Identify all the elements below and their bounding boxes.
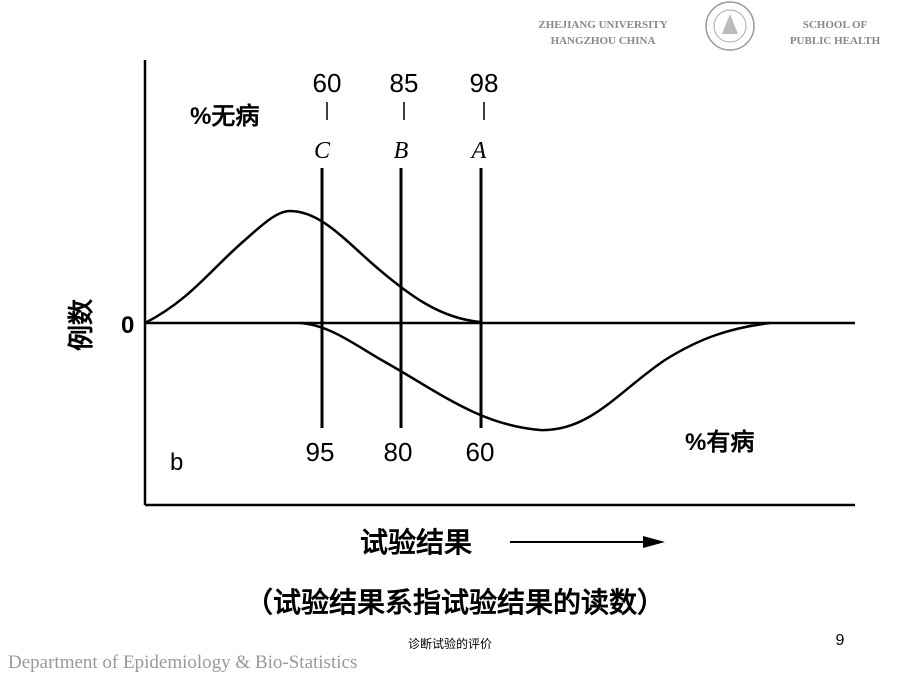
disease-label: %有病 (685, 428, 754, 456)
department: Department of Epidemiology & Bio-Statist… (8, 652, 357, 673)
sensitivity-label: 95 (306, 437, 335, 467)
cutoff-letter: A (470, 138, 487, 164)
school-name: SCHOOL OF (803, 19, 868, 31)
disease-curve (299, 321, 771, 432)
zero-label: 0 (121, 312, 134, 339)
no-disease-label: %无病 (190, 102, 259, 130)
page-title: 诊断试验的评价 (408, 636, 492, 651)
sensitivity-label: 80 (384, 437, 413, 467)
logo (705, 1, 755, 51)
page-number: 9 (836, 632, 845, 649)
cutoff-letter: C (314, 138, 331, 164)
sensitivity-label: 60 (466, 437, 495, 467)
no-disease-curve (144, 209, 481, 325)
x-axis-label: 试验结果 (360, 526, 472, 558)
cutoff-letter: B (394, 138, 409, 164)
arrow-head (643, 536, 665, 548)
specificity-label: 98 (470, 68, 499, 98)
caption: （试验结果系指试验结果的读数） (245, 586, 665, 618)
specificity-label: 85 (390, 68, 419, 98)
university-city: HANGZHOU CHINA (551, 35, 656, 47)
y-axis-label: 例数 (66, 298, 96, 351)
school-name: PUBLIC HEALTH (790, 35, 881, 47)
specificity-label: 60 (313, 68, 342, 98)
panel-label: b (170, 449, 183, 476)
university-name: ZHEJIANG UNIVERSITY (538, 19, 667, 31)
